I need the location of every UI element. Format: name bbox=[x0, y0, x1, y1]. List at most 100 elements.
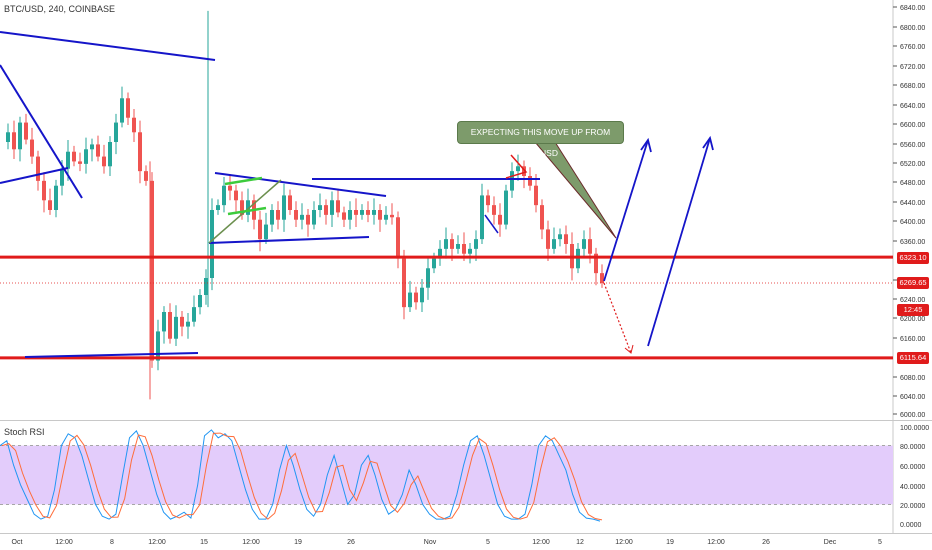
time-axis-label: 12:00 bbox=[242, 539, 260, 546]
candle-body bbox=[180, 316, 184, 327]
projection-arrow-1 bbox=[603, 139, 649, 282]
price-tick-label: 6000.00 bbox=[900, 412, 925, 419]
candle-body bbox=[108, 142, 112, 167]
stoch-overbought-band bbox=[0, 445, 893, 505]
candle-body bbox=[6, 132, 10, 142]
candle-body bbox=[120, 98, 124, 123]
projection-down-dotted bbox=[603, 282, 632, 354]
time-axis-label: 12:00 bbox=[532, 539, 550, 546]
candle-body bbox=[210, 210, 214, 278]
candle-body bbox=[480, 195, 484, 240]
time-axis-label: 8 bbox=[110, 539, 114, 546]
candle-body bbox=[216, 205, 220, 210]
candle-body bbox=[198, 295, 202, 308]
candle-body bbox=[468, 248, 472, 254]
indicator-label: Stoch RSI bbox=[4, 427, 45, 437]
price-tick-label: 6840.00 bbox=[900, 5, 925, 12]
candle-body bbox=[348, 210, 352, 220]
time-axis-label: 26 bbox=[762, 539, 770, 546]
candle-body bbox=[228, 185, 232, 191]
time-axis-label: 12:00 bbox=[707, 539, 725, 546]
price-tick-label: 6080.00 bbox=[900, 375, 925, 382]
candle-body bbox=[36, 156, 40, 181]
candle-body bbox=[18, 122, 22, 150]
candle-body bbox=[396, 217, 400, 259]
candle-body bbox=[150, 180, 154, 361]
candle-body bbox=[246, 200, 250, 215]
candle-body bbox=[462, 244, 466, 254]
pattern-triangle bbox=[505, 154, 528, 179]
price-tick-label: 6600.00 bbox=[900, 122, 925, 129]
time-axis-label: 12:00 bbox=[55, 539, 73, 546]
price-tick-label: 6200.00 bbox=[900, 316, 925, 323]
candle-body bbox=[144, 171, 148, 181]
candle-body bbox=[594, 253, 598, 274]
candle-body bbox=[582, 239, 586, 249]
candle-body bbox=[162, 312, 166, 332]
annotation-callout[interactable]: EXPECTING THIS MOVE UP FROM BTCUSD bbox=[457, 121, 624, 158]
time-axis-label: 12:00 bbox=[615, 539, 633, 546]
candle-body bbox=[48, 200, 52, 210]
candle-body bbox=[576, 248, 580, 269]
symbol-title: BTC/USD, 240, COINBASE bbox=[4, 4, 116, 14]
candle-body bbox=[474, 239, 478, 249]
price-tick-label: 6800.00 bbox=[900, 25, 925, 32]
trendline-top bbox=[0, 31, 216, 61]
candle-body bbox=[402, 258, 406, 308]
candle-body bbox=[258, 219, 262, 240]
trendline-bottom bbox=[24, 352, 199, 358]
candle-body bbox=[516, 166, 520, 172]
projection-arrow-2 bbox=[647, 137, 711, 347]
price-tick-label: 6520.00 bbox=[900, 161, 925, 168]
candle-body bbox=[558, 234, 562, 240]
candle-body bbox=[498, 214, 502, 225]
time-axis-label: 12:00 bbox=[148, 539, 166, 546]
price-tick-label: 6400.00 bbox=[900, 219, 925, 226]
stoch-tick-label: 60.0000 bbox=[900, 464, 925, 471]
candle-body bbox=[114, 122, 118, 142]
candle-body bbox=[138, 132, 142, 172]
candle-body bbox=[444, 239, 448, 249]
triangle-lower-line bbox=[208, 236, 370, 244]
candle-body bbox=[372, 210, 376, 215]
arrowhead-down bbox=[624, 344, 634, 354]
candle-body bbox=[318, 205, 322, 210]
arrowhead-2 bbox=[702, 135, 714, 151]
candle-body bbox=[330, 200, 334, 215]
stoch-tick-label: 80.0000 bbox=[900, 444, 925, 451]
time-axis-label: 5 bbox=[486, 539, 490, 546]
candle-body bbox=[414, 292, 418, 303]
candle-body bbox=[126, 98, 130, 118]
last-price-badge: 6269.65 bbox=[897, 277, 929, 289]
candle-body bbox=[354, 210, 358, 215]
candle-body bbox=[186, 321, 190, 327]
time-axis-label: 19 bbox=[294, 539, 302, 546]
candle-body bbox=[54, 185, 58, 210]
trendline-wedge-upper bbox=[0, 64, 83, 199]
candle-body bbox=[72, 151, 76, 162]
time-axis-label: Dec bbox=[824, 539, 837, 546]
candle-body bbox=[60, 168, 64, 186]
price-tick-label: 6720.00 bbox=[900, 64, 925, 71]
time-axis-label: Nov bbox=[424, 539, 437, 546]
candle-body bbox=[504, 190, 508, 225]
candle-body bbox=[510, 171, 514, 191]
candle-body bbox=[486, 195, 490, 206]
candle-body bbox=[66, 151, 70, 169]
candle-body bbox=[438, 248, 442, 259]
candle-body bbox=[84, 149, 88, 164]
candle-body bbox=[342, 212, 346, 220]
price-tick-label: 6440.00 bbox=[900, 200, 925, 207]
candle-body bbox=[384, 214, 388, 220]
candle-body bbox=[300, 214, 304, 220]
candle-body bbox=[270, 210, 274, 225]
candle-body bbox=[234, 190, 238, 201]
candle-body bbox=[528, 176, 532, 186]
candle-body bbox=[264, 224, 268, 240]
candle-body bbox=[426, 268, 430, 288]
triangle-upper-line bbox=[214, 172, 387, 197]
candle-body bbox=[168, 312, 172, 339]
candle-body bbox=[96, 144, 100, 157]
stoch-tick-label: 20.0000 bbox=[900, 503, 925, 510]
